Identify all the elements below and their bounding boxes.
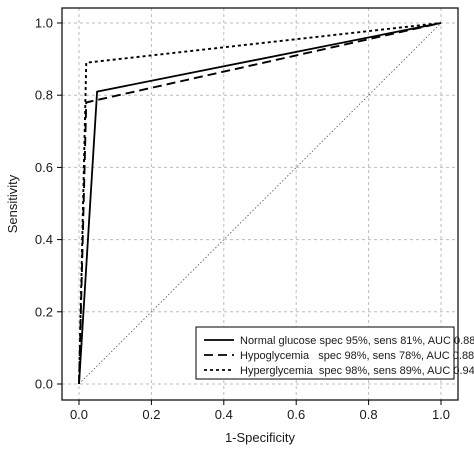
x-tick-label-0: 0.0 — [70, 407, 88, 422]
x-axis-label: 1-Specificity — [225, 430, 296, 445]
legend: Normal glucose spec 95%, sens 81%, AUC 0… — [195, 326, 474, 380]
y-axis-ticks: 0.0 0.2 0.4 0.6 0.8 1.0 — [35, 16, 62, 392]
series-lines — [78, 22, 442, 385]
x-tick-label-4: 0.8 — [360, 407, 378, 422]
x-tick-label-2: 0.4 — [215, 407, 233, 422]
y-tick-label-0: 0.0 — [35, 377, 53, 392]
plot-frame — [61, 7, 459, 401]
series-line-hyperglycemia — [78, 22, 442, 385]
y-axis-label: Sensitivity — [5, 174, 20, 233]
x-tick-label-1: 0.2 — [142, 407, 160, 422]
y-tick-label-1: 0.2 — [35, 304, 53, 319]
legend-label-0: Normal glucose spec 95%, sens 81%, AUC 0… — [240, 335, 474, 347]
series-line-normal-glucose — [78, 22, 442, 385]
reference-diagonal — [78, 22, 442, 385]
reference-diagonal-line — [78, 22, 442, 385]
x-axis-ticks: 0.0 0.2 0.4 0.6 0.8 1.0 — [70, 400, 450, 422]
y-tick-label-3: 0.6 — [35, 160, 53, 175]
legend-box — [195, 326, 455, 380]
series-line-hypoglycemia — [78, 22, 442, 385]
x-tick-label-5: 1.0 — [432, 407, 450, 422]
legend-label-1: Hypoglycemia spec 98%, sens 78%, AUC 0.8… — [240, 350, 474, 362]
y-tick-label-2: 0.4 — [35, 232, 53, 247]
y-tick-label-4: 0.8 — [35, 88, 53, 103]
legend-label-2: Hyperglycemia spec 98%, sens 89%, AUC 0.… — [240, 365, 474, 377]
y-tick-label-5: 1.0 — [35, 16, 53, 31]
x-tick-label-3: 0.6 — [287, 407, 305, 422]
